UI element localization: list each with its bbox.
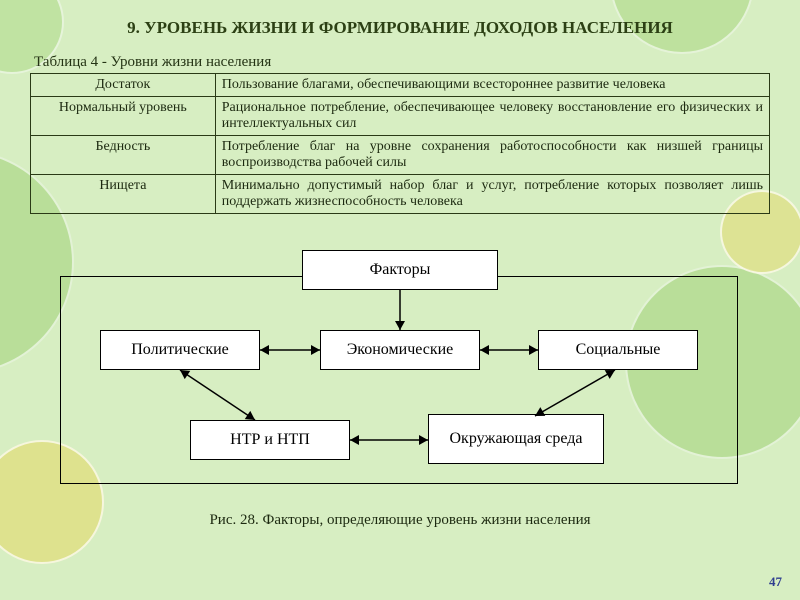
table-row: Нищета Минимально допустимый набор благ …	[31, 175, 770, 214]
node-environment: Окружающая среда	[428, 414, 604, 464]
figure-caption: Рис. 28. Факторы, определяющие уровень ж…	[30, 512, 770, 529]
node-political: Политические	[100, 330, 260, 370]
node-label: Окружающая среда	[449, 430, 582, 448]
level-name-cell: Бедность	[31, 136, 216, 175]
diagram-frame	[60, 276, 738, 484]
node-economic: Экономические	[320, 330, 480, 370]
level-desc-cell: Минимально допустимый набор благ и услуг…	[215, 175, 769, 214]
node-label: НТР и НТП	[230, 431, 310, 449]
node-label: Экономические	[347, 341, 454, 359]
level-desc-cell: Потребление благ на уровне сохранения ра…	[215, 136, 769, 175]
level-name-cell: Нормальный уровень	[31, 97, 216, 136]
table-row: Бедность Потребление благ на уровне сохр…	[31, 136, 770, 175]
page-number: 47	[769, 574, 782, 590]
page-root: 9. УРОВЕНЬ ЖИЗНИ И ФОРМИРОВАНИЕ ДОХОДОВ …	[0, 0, 800, 600]
table-row: Достаток Пользование благами, обеспечива…	[31, 74, 770, 97]
content-area: 9. УРОВЕНЬ ЖИЗНИ И ФОРМИРОВАНИЕ ДОХОДОВ …	[30, 18, 770, 529]
node-factors: Факторы	[302, 250, 498, 290]
node-label: Факторы	[370, 261, 431, 279]
level-name-cell: Нищета	[31, 175, 216, 214]
table-caption: Таблица 4 - Уровни жизни населения	[34, 54, 770, 71]
factors-diagram: Факторы Политические Экономические Социа…	[60, 230, 740, 510]
node-social: Социальные	[538, 330, 698, 370]
page-title: 9. УРОВЕНЬ ЖИЗНИ И ФОРМИРОВАНИЕ ДОХОДОВ …	[30, 18, 770, 38]
node-label: Политические	[131, 341, 229, 359]
table-row: Нормальный уровень Рациональное потребле…	[31, 97, 770, 136]
level-desc-cell: Пользование благами, обеспечивающими все…	[215, 74, 769, 97]
level-name-cell: Достаток	[31, 74, 216, 97]
node-label: Социальные	[576, 341, 661, 359]
levels-table: Достаток Пользование благами, обеспечива…	[30, 73, 770, 214]
level-desc-cell: Рациональное потребление, обеспечивающее…	[215, 97, 769, 136]
node-ntr: НТР и НТП	[190, 420, 350, 460]
